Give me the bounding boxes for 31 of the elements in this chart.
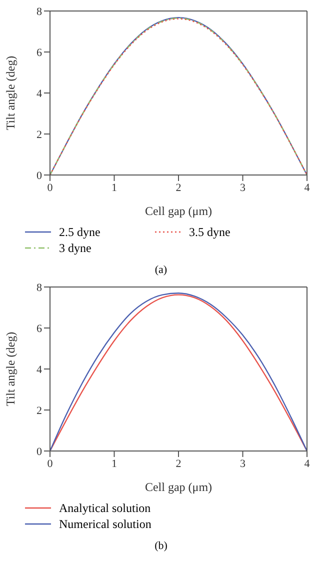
x-tick-label: 1 [112,458,117,470]
y-tick-label: 2 [36,404,42,417]
y-tick-label: 8 [36,6,42,18]
legend-label: Analytical solution [59,500,151,516]
y-tick-label: 8 [36,282,42,294]
x-tick-label: 3 [240,458,246,470]
text: (a) [154,264,168,276]
x-tick-label: 4 [304,458,310,470]
y-tick-label: 6 [36,46,42,59]
y-axis-title: Tilt angle (deg) [3,332,18,406]
legend-label: 3.5 dyne [189,224,230,240]
x-tick-label: 3 [240,182,246,194]
x-tick-label: 1 [112,182,117,194]
x-tick-label: 0 [47,182,54,194]
y-tick-label: 2 [36,128,42,141]
y-tick-label: 0 [36,170,42,182]
x-tick-label: 2 [176,182,182,194]
x-tick-label: 4 [304,182,310,194]
legend-label: 2.5 dyne [59,224,100,240]
x-tick-label: 0 [47,458,54,470]
x-tick-label: 2 [176,458,182,470]
y-tick-label: 4 [36,88,42,100]
text: (b) [154,540,168,552]
legend-label: 3 dyne [59,240,92,256]
legend-label: Numerical solution [59,516,152,532]
y-axis-title: Tilt angle (deg) [3,56,18,130]
x-axis-title: Cell gap (μm) [144,480,212,494]
y-tick-label: 0 [36,446,42,458]
x-axis-title: Cell gap (μm) [144,204,212,218]
y-tick-label: 4 [36,364,42,376]
y-tick-label: 6 [36,322,42,335]
